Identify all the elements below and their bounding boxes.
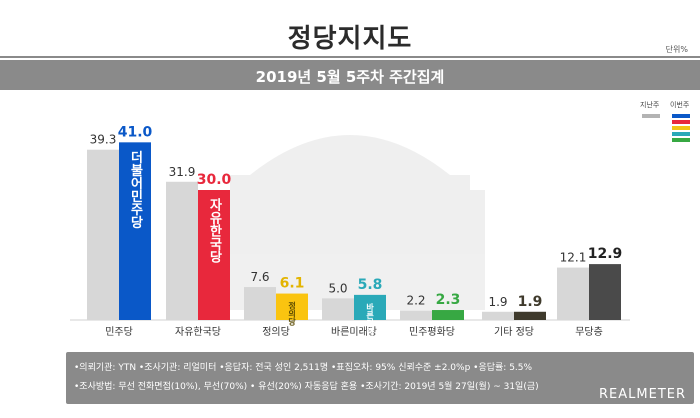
party-logo-text: 바른미래당 xyxy=(365,302,374,344)
bar-this-week xyxy=(276,293,308,320)
data-label-prev: 39.3 xyxy=(90,133,117,147)
legend-curr-swatch xyxy=(672,120,690,124)
legend-prev-swatch xyxy=(642,114,660,118)
party-logo-text: 정의당 xyxy=(287,301,296,327)
data-label-this-week: 6.1 xyxy=(280,276,305,292)
title-band-rule xyxy=(0,56,700,58)
category-label: 기타 정당 xyxy=(494,326,534,338)
survey-info-line-2: •조사방법: 무선 전화면접(10%), 무선(70%) • 유선(20%) 자… xyxy=(74,382,539,392)
data-label-prev: 1.9 xyxy=(488,295,507,309)
bar-prev-week xyxy=(400,310,432,320)
legend-curr-swatch xyxy=(672,114,690,118)
data-label-prev: 31.9 xyxy=(169,165,196,179)
category-label: 정의당 xyxy=(262,326,290,338)
bar-this-week xyxy=(198,190,230,320)
data-label-this-week: 5.8 xyxy=(358,277,383,293)
data-label-prev: 5.0 xyxy=(328,281,347,295)
data-label-this-week: 30.0 xyxy=(197,172,232,188)
legend-curr-label: 이번주 xyxy=(670,101,690,109)
party-logo-text: 자유한국당 xyxy=(207,198,222,264)
page-title: 정당지지도 xyxy=(287,24,413,54)
party-logo-text: 더불어민주당 xyxy=(128,150,143,230)
title-band xyxy=(0,60,700,90)
data-label-this-week: 12.9 xyxy=(588,246,623,262)
data-label-this-week: 2.3 xyxy=(436,292,461,308)
bar-this-week xyxy=(514,311,546,320)
category-label: 민주평화당 xyxy=(409,326,455,338)
bar-prev-week xyxy=(557,267,589,320)
bar-this-week xyxy=(589,264,621,320)
bar-this-week xyxy=(432,310,464,320)
unit-label: 단위% xyxy=(665,45,688,54)
data-label-this-week: 1.9 xyxy=(518,294,543,310)
bar-prev-week xyxy=(244,287,276,320)
legend-curr-swatch xyxy=(672,138,690,142)
bar-prev-week xyxy=(482,311,514,320)
bar-prev-week xyxy=(166,181,198,320)
data-label-prev: 2.2 xyxy=(406,293,425,307)
category-label: 바른미래당 xyxy=(331,326,377,338)
legend-prev-label: 지난주 xyxy=(640,101,660,109)
data-label-prev: 7.6 xyxy=(250,270,269,284)
legend-curr-swatch xyxy=(672,126,690,130)
bar-this-week xyxy=(119,142,151,320)
chart-subtitle: 2019년 5월 5주차 주간집계 xyxy=(255,68,445,86)
data-label-prev: 12.1 xyxy=(560,251,587,265)
category-label: 무당층 xyxy=(575,326,603,338)
category-label: 민주당 xyxy=(105,326,133,338)
survey-info-footer: •의뢰기관: YTN •조사기관: 리얼미터 •응답자: 전국 성인 2,511… xyxy=(66,352,694,404)
realmeter-logo: REALMETER xyxy=(599,387,686,402)
bar-prev-week xyxy=(87,149,119,320)
category-label: 자유한국당 xyxy=(175,326,221,338)
survey-info-line-1: •의뢰기관: YTN •조사기관: 리얼미터 •응답자: 전국 성인 2,511… xyxy=(74,363,533,373)
bar-this-week xyxy=(354,294,386,320)
legend-curr-swatch xyxy=(672,132,690,136)
bar-prev-week xyxy=(322,298,354,320)
data-label-this-week: 41.0 xyxy=(118,124,153,140)
